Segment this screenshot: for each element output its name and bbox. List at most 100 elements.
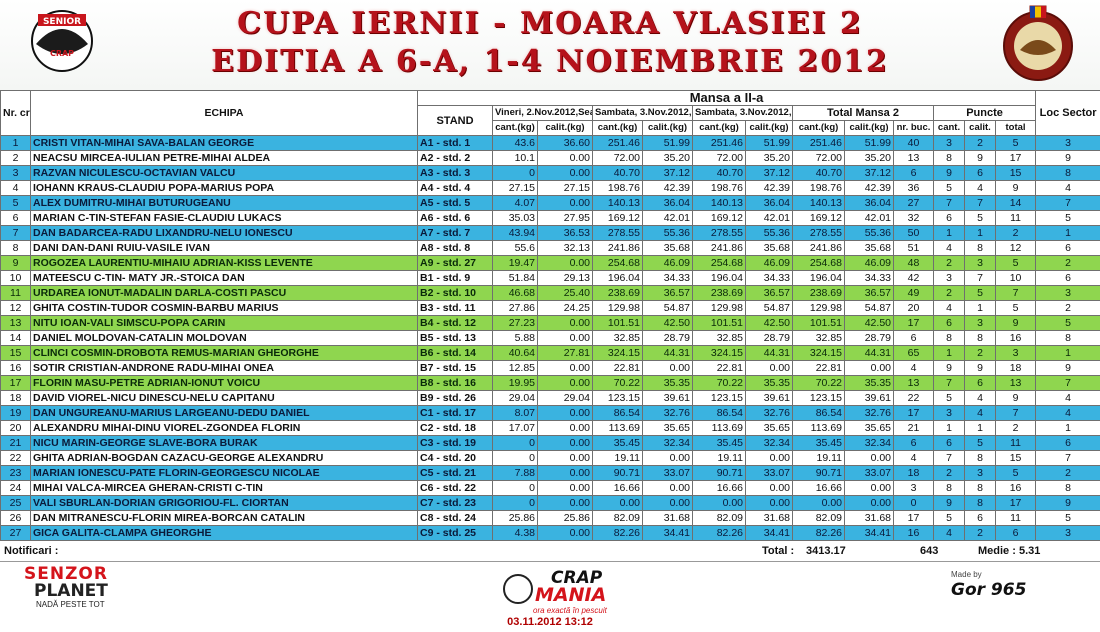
cell-loc-sector: 6 xyxy=(1035,435,1100,451)
cell-nr-buc: 6 xyxy=(893,165,934,181)
table-row: 3 RAZVAN NICULESCU-OCTAVIAN VALCU A3 - std… xyxy=(0,165,1100,181)
cell-day1-calit: 0.00 xyxy=(537,450,593,466)
cell-day1-cant: 27.15 xyxy=(492,180,538,196)
cell-day3-calit: 0.00 xyxy=(745,450,793,466)
cell-day2-cant: 16.66 xyxy=(592,480,643,496)
cell-day2-calit: 54.87 xyxy=(642,300,693,316)
cell-day2-cant: 129.98 xyxy=(592,300,643,316)
cell-puncte-cant: 1 xyxy=(933,225,965,241)
sponsor3-name: Gor 965 xyxy=(951,580,1027,600)
cell-day1-cant: 43.6 xyxy=(492,135,538,151)
cell-day3-calit: 0.00 xyxy=(745,480,793,496)
cell-day3-calit: 36.04 xyxy=(745,195,793,211)
cell-nr: 14 xyxy=(0,330,31,346)
table-row: 12 GHITA COSTIN-TUDOR COSMIN-BARBU MARIUS… xyxy=(0,300,1100,316)
sub-cant: cant.(kg) xyxy=(492,120,538,136)
cell-day3-calit: 35.68 xyxy=(745,240,793,256)
cell-day1-cant: 0 xyxy=(492,495,538,511)
header-puncte: Puncte xyxy=(932,105,1037,121)
cell-loc-sector: 7 xyxy=(1035,450,1100,466)
cell-day1-cant: 35.03 xyxy=(492,210,538,226)
cell-day1-calit: 27.81 xyxy=(537,345,593,361)
cell-team: CRISTI VITAN-MIHAI SAVA-BALAN GEORGE xyxy=(30,135,418,151)
cell-stand: B8 - std. 16 xyxy=(417,375,493,391)
cell-stand: C5 - std. 21 xyxy=(417,465,493,481)
cell-nr-buc: 27 xyxy=(893,195,934,211)
cell-nr: 5 xyxy=(0,195,31,211)
cell-total-calit: 28.79 xyxy=(844,330,894,346)
cell-puncte-cant: 4 xyxy=(933,525,965,541)
cell-day3-cant: 16.66 xyxy=(692,480,746,496)
cell-puncte-total: 2 xyxy=(994,225,1037,241)
cell-day2-cant: 123.15 xyxy=(592,390,643,406)
cell-day2-cant: 22.81 xyxy=(592,360,643,376)
cell-total-cant: 251.46 xyxy=(792,135,845,151)
cell-puncte-calit: 7 xyxy=(964,195,996,211)
cell-stand: A3 - std. 3 xyxy=(417,165,493,181)
cell-total-cant: 278.55 xyxy=(792,225,845,241)
cell-day3-cant: 324.15 xyxy=(692,345,746,361)
cell-total-calit: 35.68 xyxy=(844,240,894,256)
cell-total-cant: 129.98 xyxy=(792,300,845,316)
table-row: 13 NITU IOAN-VALI SIMSCU-POPA CARIN B4 - s… xyxy=(0,315,1100,331)
header-echipa: ECHIPA xyxy=(30,90,418,136)
sub-cant: cant.(kg) xyxy=(592,120,643,136)
cell-puncte-calit: 6 xyxy=(964,165,996,181)
cell-loc-sector: 9 xyxy=(1035,495,1100,511)
cell-total-calit: 42.50 xyxy=(844,315,894,331)
cell-puncte-total: 11 xyxy=(994,435,1037,451)
cell-team: DANIEL MOLDOVAN-CATALIN MOLDOVAN xyxy=(30,330,418,346)
cell-puncte-total: 14 xyxy=(994,195,1037,211)
cell-nr-buc: 17 xyxy=(893,315,934,331)
cell-day2-calit: 42.50 xyxy=(642,315,693,331)
cell-puncte-cant: 9 xyxy=(933,360,965,376)
cell-team: GHITA COSTIN-TUDOR COSMIN-BARBU MARIUS xyxy=(30,300,418,316)
cell-puncte-total: 5 xyxy=(994,135,1037,151)
cell-stand: C3 - std. 19 xyxy=(417,435,493,451)
cell-puncte-cant: 8 xyxy=(933,480,965,496)
cell-day3-cant: 82.09 xyxy=(692,510,746,526)
cell-puncte-total: 9 xyxy=(994,315,1037,331)
cell-stand: A6 - std. 6 xyxy=(417,210,493,226)
cell-stand: B5 - std. 13 xyxy=(417,330,493,346)
gor965-logo: Made by Gor 965 xyxy=(945,570,1085,606)
sponsor2-line1: CRAP xyxy=(551,568,603,588)
cell-day1-calit: 0.00 xyxy=(537,150,593,166)
cell-day3-cant: 72.00 xyxy=(692,150,746,166)
cell-puncte-cant: 2 xyxy=(933,255,965,271)
table-row: 1 CRISTI VITAN-MIHAI SAVA-BALAN GEORGE A1 … xyxy=(0,135,1100,151)
cell-puncte-total: 9 xyxy=(994,180,1037,196)
sub-puncte-calit: calit. xyxy=(964,120,996,136)
cell-day1-cant: 40.64 xyxy=(492,345,538,361)
cell-day1-calit: 0.00 xyxy=(537,315,593,331)
cell-loc-sector: 3 xyxy=(1035,135,1100,151)
cell-puncte-total: 12 xyxy=(994,240,1037,256)
cell-day2-cant: 82.09 xyxy=(592,510,643,526)
cell-team: CLINCI COSMIN-DROBOTA REMUS-MARIAN GHEOR… xyxy=(30,345,418,361)
cell-loc-sector: 8 xyxy=(1035,165,1100,181)
cell-nr: 24 xyxy=(0,480,31,496)
cell-puncte-total: 5 xyxy=(994,465,1037,481)
cell-nr: 7 xyxy=(0,225,31,241)
cell-day2-cant: 90.71 xyxy=(592,465,643,481)
cell-day2-calit: 55.36 xyxy=(642,225,693,241)
cell-day2-cant: 86.54 xyxy=(592,405,643,421)
cell-puncte-total: 3 xyxy=(994,345,1037,361)
cell-day2-cant: 278.55 xyxy=(592,225,643,241)
cell-day3-cant: 196.04 xyxy=(692,270,746,286)
table-row: 17 FLORIN MASU-PETRE ADRIAN-IONUT VOICU B8… xyxy=(0,375,1100,391)
table-row: 5 ALEX DUMITRU-MIHAI BUTURUGEANU A5 - std.… xyxy=(0,195,1100,211)
cell-day1-calit: 25.86 xyxy=(537,510,593,526)
moara-vlasiei-logo xyxy=(1003,5,1073,81)
cell-stand: C9 - std. 25 xyxy=(417,525,493,541)
cell-day3-calit: 42.39 xyxy=(745,180,793,196)
cell-loc-sector: 1 xyxy=(1035,345,1100,361)
cell-total-calit: 31.68 xyxy=(844,510,894,526)
cell-day3-cant: 254.68 xyxy=(692,255,746,271)
cell-stand: C7 - std. 23 xyxy=(417,495,493,511)
cell-puncte-total: 10 xyxy=(994,270,1037,286)
cell-stand: B9 - std. 26 xyxy=(417,390,493,406)
svg-text:SENIOR: SENIOR xyxy=(43,17,81,27)
cell-day1-calit: 29.04 xyxy=(537,390,593,406)
cell-puncte-calit: 1 xyxy=(964,225,996,241)
